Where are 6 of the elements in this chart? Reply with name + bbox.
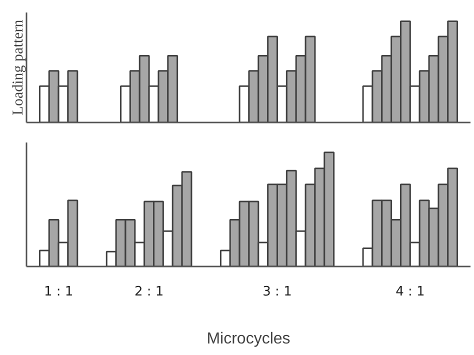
x-tick-label: 1 : 1 bbox=[44, 284, 74, 300]
x-tick-label: 3 : 1 bbox=[262, 284, 292, 300]
x-axis-title: Microcycles bbox=[206, 330, 290, 348]
x-tick-label: 4 : 1 bbox=[396, 284, 425, 300]
x-tick-label: 2 : 1 bbox=[134, 284, 164, 300]
y-axis-title: Loading pattern bbox=[10, 19, 26, 116]
